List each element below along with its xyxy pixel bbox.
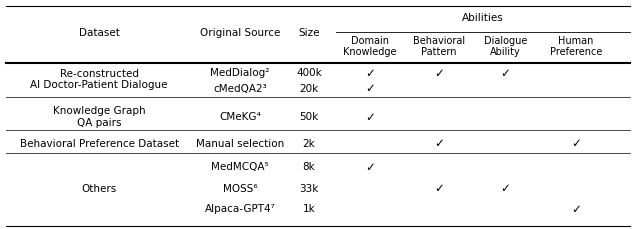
- Text: MedMCQA⁵: MedMCQA⁵: [211, 161, 269, 172]
- Text: Alpaca-GPT4⁷: Alpaca-GPT4⁷: [205, 203, 275, 213]
- Text: Dialogue
Ability: Dialogue Ability: [484, 36, 527, 57]
- Text: Behavioral
Pattern: Behavioral Pattern: [413, 36, 465, 57]
- Text: 1k: 1k: [303, 203, 316, 213]
- Text: ✓: ✓: [434, 181, 444, 194]
- Text: ✓: ✓: [365, 66, 375, 79]
- Text: Manual selection: Manual selection: [196, 138, 284, 148]
- Text: ✓: ✓: [365, 82, 375, 95]
- Text: Abilities: Abilities: [462, 13, 504, 23]
- Text: Domain
Knowledge: Domain Knowledge: [343, 36, 397, 57]
- Text: ✓: ✓: [500, 66, 511, 79]
- Text: Behavioral Preference Dataset: Behavioral Preference Dataset: [20, 138, 179, 148]
- Text: Knowledge Graph
QA pairs: Knowledge Graph QA pairs: [53, 106, 145, 128]
- Text: Human
Preference: Human Preference: [550, 36, 602, 57]
- Text: Others: Others: [81, 183, 117, 193]
- Text: 400k: 400k: [296, 68, 322, 78]
- Text: ✓: ✓: [571, 202, 581, 215]
- Text: 33k: 33k: [300, 183, 319, 193]
- Text: CMeKG⁴: CMeKG⁴: [219, 112, 261, 122]
- Text: ✓: ✓: [365, 160, 375, 173]
- Text: MedDialog²: MedDialog²: [211, 68, 269, 78]
- Text: ✓: ✓: [434, 137, 444, 150]
- Text: 20k: 20k: [300, 83, 319, 93]
- Text: ✓: ✓: [365, 110, 375, 123]
- Text: Size: Size: [298, 28, 320, 38]
- Text: Re-constructed
AI Doctor-Patient Dialogue: Re-constructed AI Doctor-Patient Dialogu…: [31, 68, 168, 90]
- Text: ✓: ✓: [434, 66, 444, 79]
- Text: ✓: ✓: [571, 137, 581, 150]
- Text: Dataset: Dataset: [79, 28, 120, 38]
- Text: 8k: 8k: [303, 161, 316, 172]
- Text: Original Source: Original Source: [200, 28, 280, 38]
- Text: 2k: 2k: [303, 138, 316, 148]
- Text: MOSS⁶: MOSS⁶: [223, 183, 257, 193]
- Text: cMedQA2³: cMedQA2³: [213, 83, 267, 93]
- Text: ✓: ✓: [500, 181, 511, 194]
- Text: 50k: 50k: [300, 112, 319, 122]
